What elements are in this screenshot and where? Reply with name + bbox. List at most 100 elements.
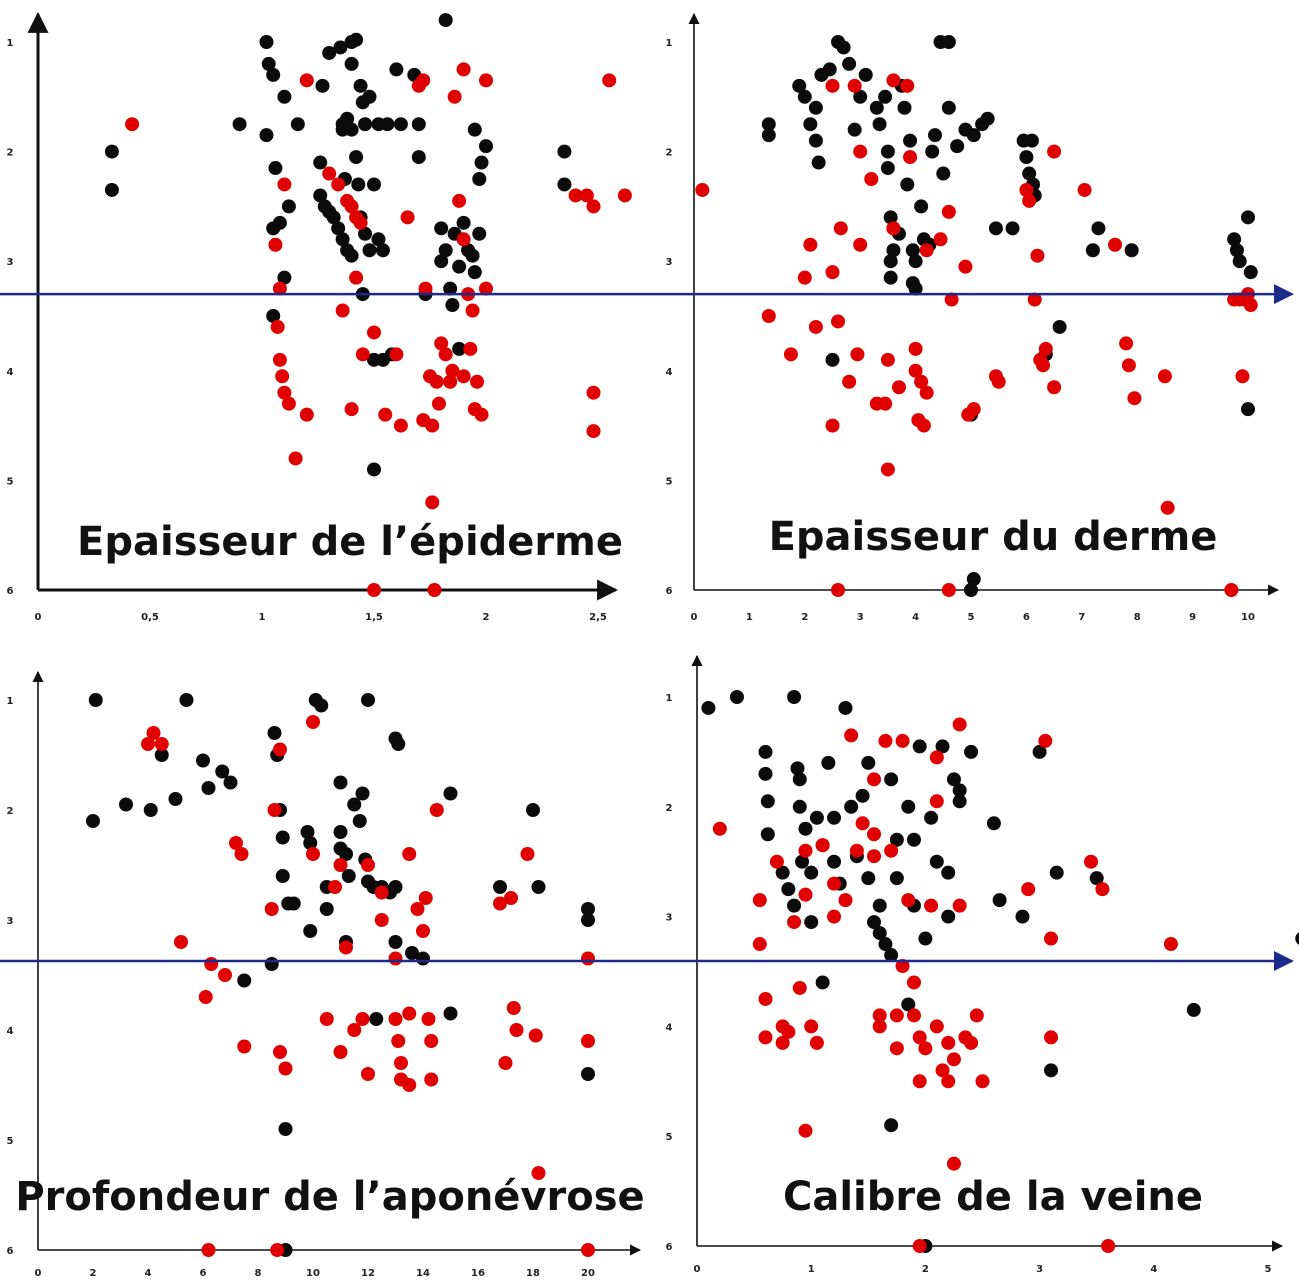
- data-point-red: [602, 73, 617, 88]
- data-point-black: [290, 117, 305, 132]
- data-point-black: [467, 122, 482, 137]
- data-point-red: [402, 847, 417, 861]
- data-point-red: [1044, 931, 1059, 946]
- data-point-black: [313, 188, 328, 203]
- data-point-red: [125, 117, 140, 132]
- data-point-black: [1019, 150, 1034, 165]
- data-point-black: [811, 155, 826, 170]
- data-point-red: [924, 898, 939, 913]
- data-point-red: [402, 1078, 417, 1092]
- data-point-black: [104, 144, 119, 159]
- data-point-black: [268, 161, 283, 176]
- data-point-red: [617, 188, 632, 203]
- x-tick-label: 4: [145, 1268, 152, 1279]
- data-point-red: [908, 341, 923, 356]
- data-point-red: [154, 737, 169, 751]
- data-point-red: [761, 309, 776, 323]
- data-point-red: [825, 78, 840, 93]
- data-point-black: [964, 744, 979, 759]
- data-point-black: [1241, 210, 1255, 225]
- data-point-red: [306, 847, 320, 861]
- data-point-red: [333, 1045, 348, 1059]
- data-point-red: [798, 887, 813, 902]
- data-point-black: [927, 128, 942, 143]
- data-point-black: [278, 1122, 293, 1136]
- data-point-red: [367, 583, 381, 597]
- x-tick-label: 0,5: [141, 612, 159, 623]
- data-point-black: [434, 221, 449, 236]
- data-point-black: [908, 254, 923, 269]
- data-point-black: [277, 270, 292, 285]
- data-point-black: [526, 803, 540, 817]
- data-point-black: [351, 177, 366, 192]
- data-point-black: [906, 832, 921, 847]
- data-point-black: [880, 144, 895, 159]
- data-point-red: [275, 369, 290, 384]
- data-point-black: [266, 309, 281, 323]
- data-point-red: [752, 937, 767, 952]
- data-point-red: [429, 374, 444, 389]
- data-point-red: [272, 352, 287, 367]
- x-tick-label: 6: [1023, 612, 1030, 623]
- data-point-black: [950, 139, 965, 154]
- data-point-black: [701, 700, 716, 715]
- data-point-black: [472, 172, 487, 186]
- data-point-black: [119, 797, 133, 812]
- data-point-black: [884, 772, 899, 787]
- x-tick-label: 1: [808, 1264, 815, 1275]
- x-tick-label: 3: [1036, 1264, 1043, 1275]
- y-tick-label: 1: [666, 693, 673, 704]
- data-point-red: [991, 374, 1006, 389]
- data-point-red: [586, 199, 601, 214]
- data-point-black: [104, 182, 119, 197]
- data-point-red: [1224, 583, 1239, 597]
- data-point-red: [880, 352, 895, 367]
- data-point-black: [319, 902, 334, 916]
- data-point-black: [380, 117, 395, 132]
- data-point-black: [758, 744, 773, 759]
- data-point-red: [850, 347, 865, 362]
- data-point-black: [303, 836, 318, 850]
- data-point-red: [141, 737, 155, 751]
- y-tick-label: 4: [7, 1026, 14, 1037]
- data-point-black: [946, 772, 961, 787]
- data-point-black: [493, 880, 507, 894]
- data-point-black: [914, 199, 929, 214]
- y-tick-label: 2: [666, 803, 673, 814]
- data-point-red: [1022, 193, 1037, 208]
- y-tick-label: 6: [7, 586, 14, 597]
- data-point-red: [493, 896, 507, 911]
- data-point-black: [1044, 1063, 1059, 1078]
- data-point-black: [941, 909, 956, 924]
- data-point-red: [1119, 336, 1134, 351]
- data-point-black: [438, 13, 453, 28]
- data-point-red: [270, 1243, 285, 1257]
- panel-title: Epaisseur du derme: [769, 514, 1218, 560]
- data-point-red: [912, 1239, 927, 1253]
- data-point-red: [349, 270, 364, 285]
- data-point-red: [958, 259, 973, 274]
- data-point-red: [416, 73, 431, 88]
- data-point-red: [1108, 237, 1123, 252]
- data-point-red: [914, 374, 929, 389]
- data-point-black: [1243, 265, 1258, 280]
- y-tick-label: 1: [7, 38, 14, 49]
- data-point-red: [798, 843, 813, 858]
- data-point-red: [933, 232, 948, 247]
- data-point-black: [349, 32, 364, 47]
- data-point-black: [467, 265, 482, 280]
- data-point-black: [869, 100, 884, 115]
- y-tick-label: 6: [666, 586, 673, 597]
- data-point-black: [300, 825, 315, 839]
- data-point-red: [929, 1019, 944, 1034]
- x-tick-label: 5: [1265, 1264, 1272, 1275]
- data-point-black: [443, 281, 458, 296]
- data-point-black: [352, 814, 367, 828]
- data-point-black: [465, 248, 480, 263]
- data-point-red: [884, 843, 899, 858]
- data-point-black: [925, 144, 940, 159]
- data-point-black: [889, 832, 904, 847]
- data-point-black: [286, 896, 301, 911]
- data-point-black: [259, 128, 274, 143]
